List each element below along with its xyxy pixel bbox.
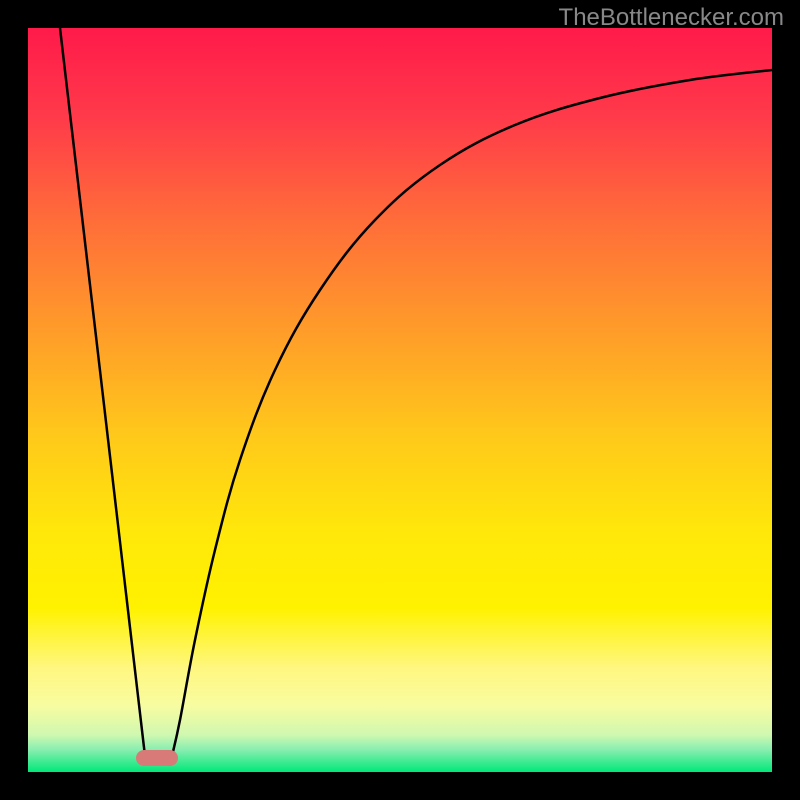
bottleneck-chart xyxy=(0,0,800,800)
watermark-text: TheBottlenecker.com xyxy=(559,4,784,32)
chart-container: TheBottlenecker.com xyxy=(0,0,800,800)
bottleneck-marker xyxy=(136,750,178,766)
plot-area-background xyxy=(28,28,772,772)
